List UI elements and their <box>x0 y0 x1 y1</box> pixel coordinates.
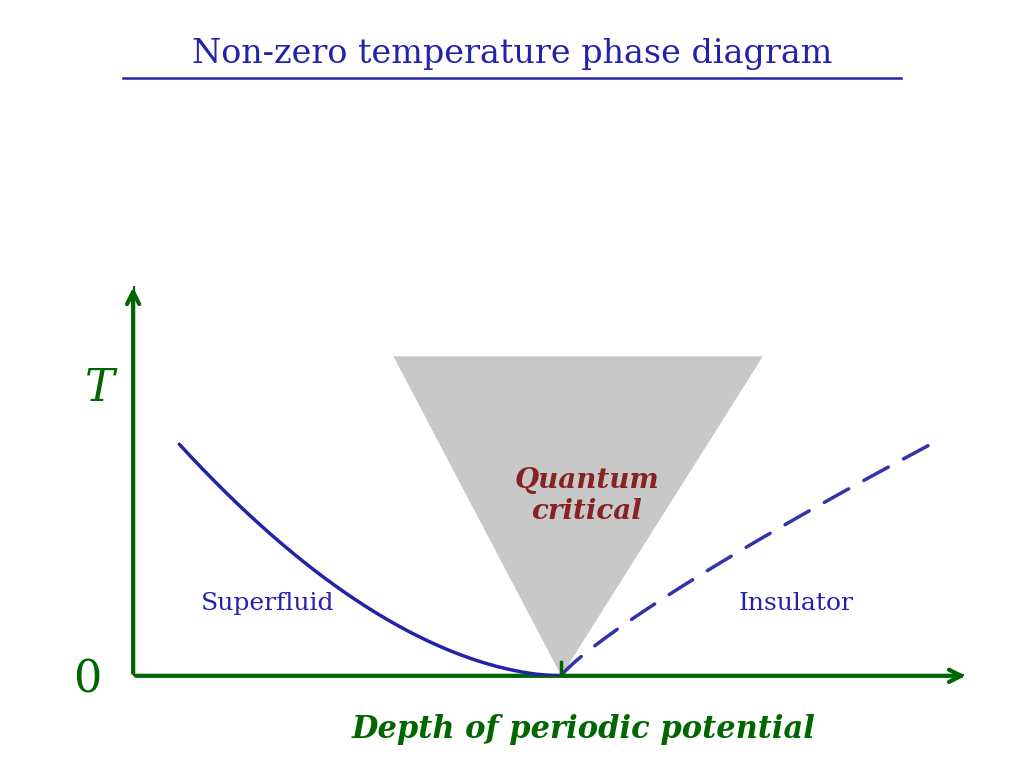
Polygon shape <box>393 356 763 676</box>
Text: Superfluid: Superfluid <box>201 592 334 615</box>
Text: T: T <box>85 366 115 410</box>
Text: Depth of periodic potential: Depth of periodic potential <box>351 714 816 745</box>
Text: Insulator: Insulator <box>739 592 854 615</box>
Text: 0: 0 <box>73 658 101 701</box>
Text: Quantum
critical: Quantum critical <box>514 467 658 525</box>
Text: Non-zero temperature phase diagram: Non-zero temperature phase diagram <box>191 38 833 71</box>
